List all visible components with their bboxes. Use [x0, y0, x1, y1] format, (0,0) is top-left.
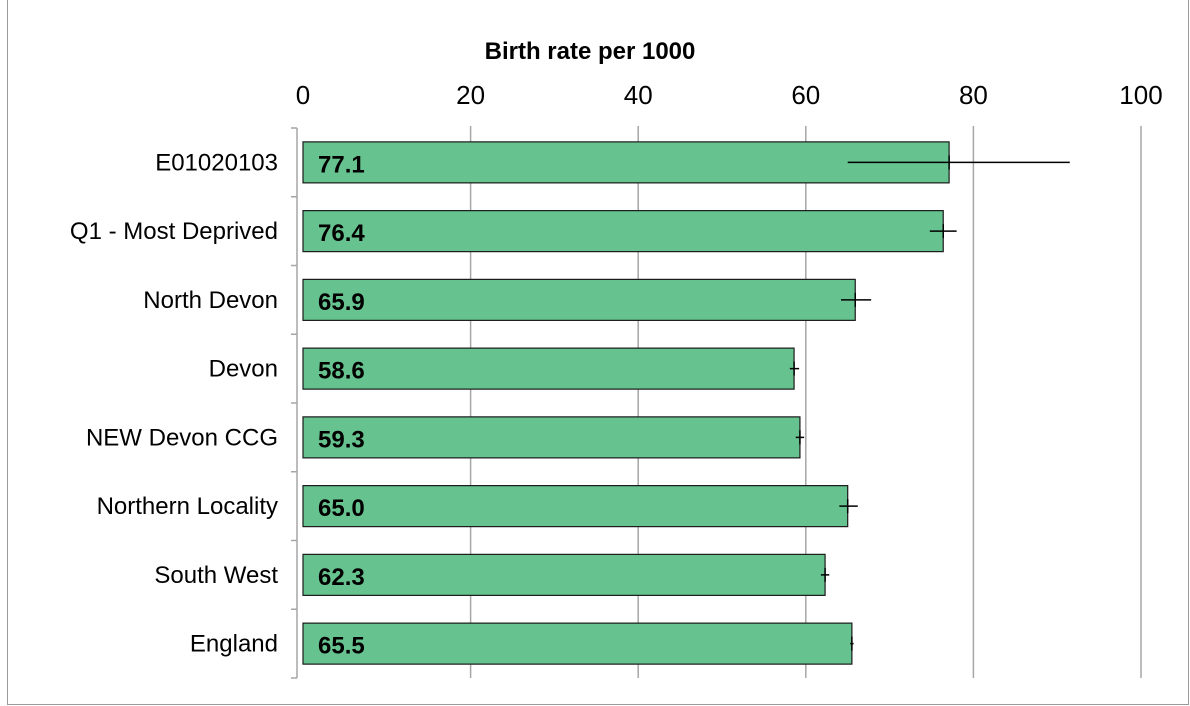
x-axis-ticks: 0 20 40 60 80 100	[296, 80, 1163, 110]
chart-frame	[7, 0, 1189, 705]
bar-2	[302, 210, 944, 253]
bars	[302, 141, 950, 665]
category-label-5: NEW Devon CCG	[86, 424, 278, 451]
x-tick-label-60: 60	[791, 80, 820, 110]
bar-6	[302, 485, 849, 528]
x-tick-label-20: 20	[456, 80, 485, 110]
bar-1	[302, 141, 950, 184]
x-tick-label-40: 40	[624, 80, 653, 110]
bar-7	[302, 553, 826, 596]
value-label-2: 76.4	[318, 220, 365, 247]
value-label-1: 77.1	[318, 151, 365, 178]
category-label-8: England	[190, 631, 278, 658]
category-label-6: Northern Locality	[97, 493, 278, 520]
x-tick-label-80: 80	[959, 80, 988, 110]
category-label-1: E01020103	[155, 149, 278, 176]
x-tick-label-0: 0	[296, 80, 310, 110]
value-label-6: 65.0	[318, 495, 365, 522]
category-label-4: Devon	[209, 356, 278, 383]
chart-title: Birth rate per 1000	[485, 38, 696, 65]
bar-4	[302, 347, 795, 390]
bar-3	[302, 278, 856, 321]
value-label-4: 58.6	[318, 358, 365, 385]
bar-5	[302, 416, 801, 459]
value-label-5: 59.3	[318, 426, 365, 453]
x-tick-label-100: 100	[1119, 80, 1162, 110]
error-bars	[789, 155, 1070, 651]
category-label-7: South West	[154, 562, 278, 589]
value-label-7: 62.3	[318, 564, 365, 591]
category-label-3: North Devon	[143, 287, 278, 314]
category-label-2: Q1 - Most Deprived	[70, 218, 278, 245]
labels: E01020103 77.1 Q1 - Most Deprived 76.4 North…	[70, 149, 365, 659]
bar-8	[302, 622, 853, 665]
value-label-8: 65.5	[318, 633, 365, 660]
value-label-3: 65.9	[318, 289, 365, 316]
